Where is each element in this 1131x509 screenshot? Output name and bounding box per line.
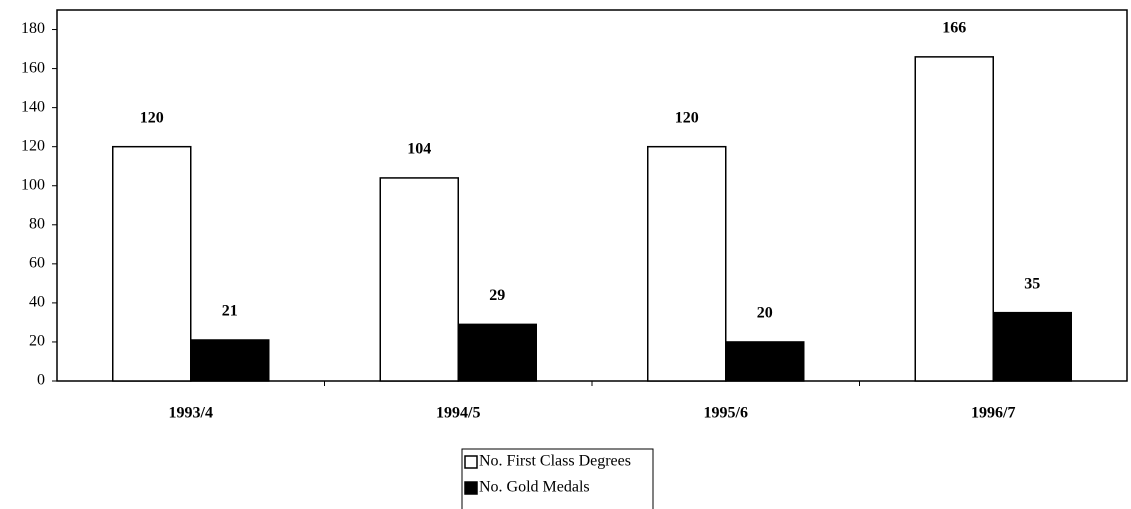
y-tick-label: 160 xyxy=(21,59,45,76)
y-tick-label: 140 xyxy=(21,98,45,115)
y-tick-label: 80 xyxy=(29,215,45,232)
legend-label: No. First Class Degrees xyxy=(479,453,631,470)
x-tick-label: 1995/6 xyxy=(704,405,748,422)
data-label: 166 xyxy=(942,20,966,37)
y-tick-label: 120 xyxy=(21,137,45,154)
bar xyxy=(112,145,192,382)
bar xyxy=(914,56,994,382)
legend-swatch xyxy=(464,455,478,469)
bar xyxy=(190,339,270,382)
bar xyxy=(992,311,1072,382)
y-tick-label: 20 xyxy=(29,333,45,350)
data-label: 21 xyxy=(222,303,238,320)
data-label: 29 xyxy=(489,287,505,304)
x-tick-label: 1993/4 xyxy=(169,405,213,422)
data-label: 35 xyxy=(1024,275,1040,292)
legend-swatch xyxy=(464,481,478,495)
bar xyxy=(379,177,459,382)
data-label: 120 xyxy=(675,109,699,126)
y-tick-label: 60 xyxy=(29,255,45,272)
x-tick-label: 1994/5 xyxy=(436,405,480,422)
y-tick-label: 40 xyxy=(29,294,45,311)
x-tick-label: 1996/7 xyxy=(971,405,1015,422)
y-tick-label: 0 xyxy=(37,372,45,389)
data-label: 20 xyxy=(757,305,773,322)
legend-box xyxy=(461,448,654,509)
bar xyxy=(457,323,537,382)
bar xyxy=(725,341,805,382)
data-label: 120 xyxy=(140,109,164,126)
bar xyxy=(647,145,727,382)
y-tick-label: 100 xyxy=(21,176,45,193)
legend-label: No. Gold Medals xyxy=(479,479,590,496)
data-label: 104 xyxy=(407,141,431,158)
y-tick-label: 180 xyxy=(21,20,45,37)
